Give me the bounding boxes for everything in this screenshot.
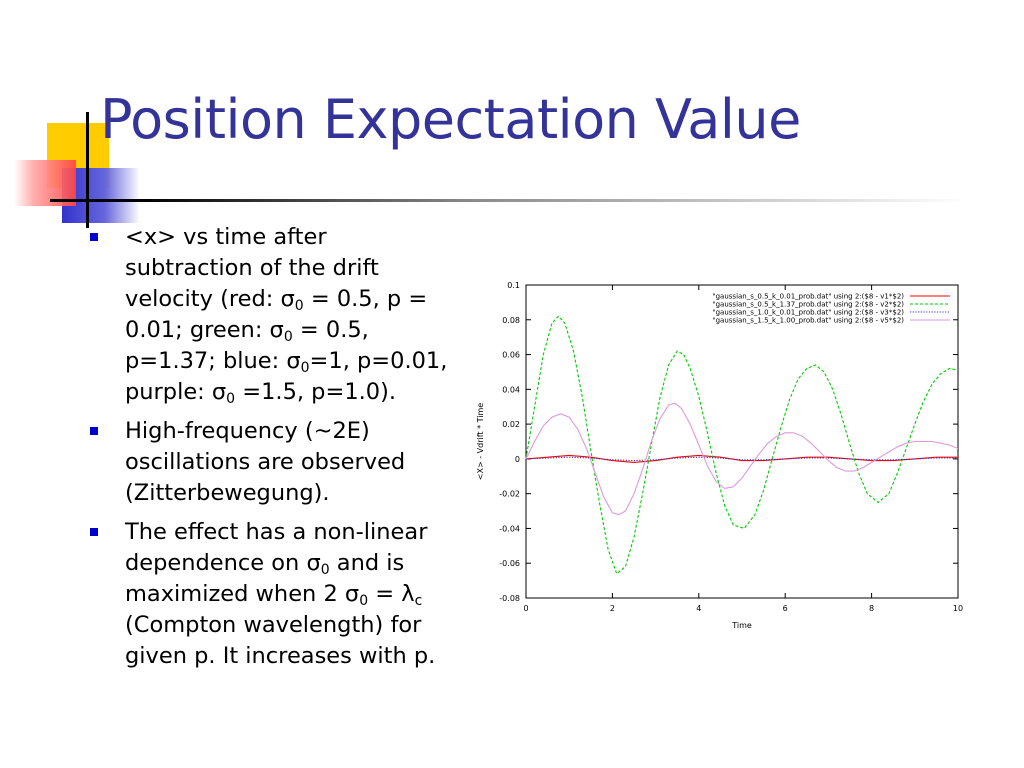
bullet-text: and is maximized when 2 σ	[125, 550, 405, 607]
slide-title: Position Expectation Value	[100, 88, 801, 151]
bullet-text: High-frequency (~2E) oscillations are ob…	[125, 418, 406, 506]
bullet-text: = 0.5, p=1.37; blue: σ	[125, 317, 369, 374]
decor-horizontal-rule	[50, 199, 970, 202]
series-line	[525, 456, 958, 462]
legend-entry: "gaussian_s_1.5_k_1.00_prob.dat" using 2…	[712, 317, 904, 325]
y-tick-label: 0.04	[502, 385, 520, 394]
subscript-text: 0	[226, 391, 236, 407]
bullet-text: = 0.5, p = 0.01; green: σ	[125, 286, 428, 343]
bullet-marker	[90, 427, 98, 435]
bullet-marker	[90, 528, 98, 536]
bullet-item: The effect has a non-linear dependence o…	[88, 517, 448, 672]
x-tick-label: 6	[783, 604, 788, 613]
bullet-item: High-frequency (~2E) oscillations are ob…	[88, 416, 448, 509]
y-tick-label: 0.1	[507, 281, 520, 290]
y-tick-label: -0.06	[499, 559, 520, 568]
series-line	[525, 315, 959, 575]
chart: -0.08 -0.06 -0.04 -0.02 0 0.02 0.04 0.06 0.08 0.1…	[476, 281, 963, 630]
y-axis-label: <X> - Vdrift * Time	[476, 403, 485, 480]
y-tick-label: 0.06	[502, 351, 520, 360]
legend-entry: "gaussian_s_1.0_k_0.01_prob.dat" using 2…	[712, 309, 904, 317]
legend-entry: "gaussian_s_0.5_k_1.37_prob.dat" using 2…	[712, 301, 904, 309]
y-tick-label: 0	[515, 455, 520, 464]
bullet-text: = λ	[368, 581, 415, 607]
series-line	[525, 402, 959, 516]
subscript-text: c	[414, 593, 423, 609]
subscript-text: 0	[300, 360, 310, 376]
bullet-marker	[90, 233, 98, 241]
plot-frame	[525, 284, 959, 599]
bullet-text: <x> vs time after subtraction of the dri…	[125, 224, 379, 312]
y-tick-label: -0.08	[499, 594, 520, 603]
bullet-text: (Compton wavelength) for given p. It inc…	[125, 612, 436, 669]
x-tick-label: 8	[869, 604, 874, 613]
decor-vertical-line	[86, 112, 89, 228]
x-tick-label: 4	[696, 604, 701, 613]
x-axis-label: Time	[731, 621, 752, 630]
subscript-text: 0	[283, 329, 293, 345]
y-tick-label: 0.02	[502, 420, 520, 429]
decor-red-square	[14, 160, 76, 206]
legend-entry: "gaussian_s_0.5_k_0.01_prob.dat" using 2…	[712, 293, 904, 301]
subscript-text: 0	[320, 562, 330, 578]
subscript-text: 0	[359, 593, 369, 609]
bullet-text: The effect has a non-linear dependence o…	[125, 519, 428, 576]
x-tick-label: 2	[610, 604, 615, 613]
x-tick-label: 0	[523, 604, 528, 613]
x-tick-label: 10	[953, 604, 963, 613]
series-line	[525, 454, 958, 463]
bullet-item: <x> vs time after subtraction of the dri…	[88, 222, 448, 408]
bullet-list: <x> vs time after subtraction of the dri…	[88, 222, 448, 680]
bullet-text: =1.5, p=1.0).	[235, 379, 397, 405]
subscript-text: 0	[294, 298, 304, 314]
y-tick-label: -0.02	[499, 490, 520, 499]
y-tick-label: -0.04	[499, 524, 520, 533]
y-tick-label: 0.08	[502, 316, 520, 325]
bullet-text: =1, p=0.01, purple: σ	[125, 348, 448, 405]
